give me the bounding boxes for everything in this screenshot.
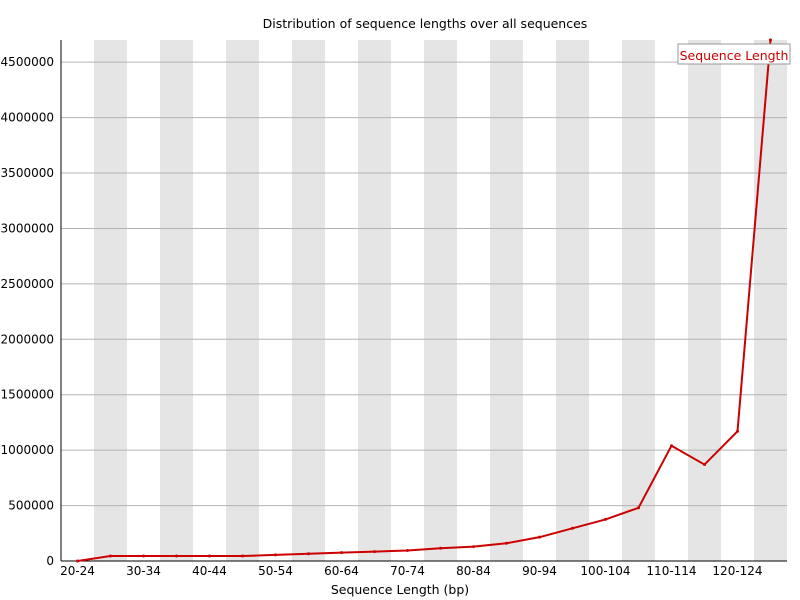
y-tick-label: 1000000 (1, 443, 54, 457)
series-line (77, 39, 772, 562)
x-tick-label: 80-84 (456, 564, 491, 578)
axes (60, 40, 787, 562)
y-tick-label: 3000000 (1, 221, 54, 235)
data-point (307, 552, 310, 556)
background-band (358, 40, 391, 561)
y-tick-label: 1500000 (1, 388, 54, 402)
x-tick-label: 20-24 (60, 564, 95, 578)
legend: Sequence Length (677, 43, 791, 65)
data-point (76, 559, 79, 563)
data-point (703, 463, 706, 467)
data-point (175, 554, 178, 558)
data-point (439, 546, 442, 550)
background-band (556, 40, 589, 561)
y-tick-label: 2000000 (1, 332, 54, 346)
x-axis-label: Sequence Length (bp) (330, 582, 470, 597)
legend-box (677, 43, 791, 65)
data-point (274, 553, 277, 557)
data-point (769, 38, 772, 42)
data-point (670, 444, 673, 448)
data-point (472, 545, 475, 549)
x-tick-label: 100-104 (580, 564, 630, 578)
x-tick-label: 60-64 (324, 564, 359, 578)
data-point (604, 517, 607, 521)
background-band (160, 40, 193, 561)
y-tick-label: 2500000 (1, 277, 54, 291)
background-band (94, 40, 127, 561)
chart-title: Distribution of sequence lengths over al… (262, 16, 588, 31)
background-band (622, 40, 655, 561)
y-tick-label: 0 (46, 554, 54, 568)
data-point (142, 554, 145, 558)
x-tick-label: 30-34 (126, 564, 161, 578)
x-tick-label: 70-74 (390, 564, 425, 578)
data-point (505, 541, 508, 545)
background-band (424, 40, 457, 561)
x-tick-label: 110-114 (646, 564, 696, 578)
data-point (373, 550, 376, 554)
x-tick-label: 50-54 (258, 564, 293, 578)
background-band (292, 40, 325, 561)
y-tick-label: 500000 (8, 499, 54, 513)
y-tick-label: 3500000 (1, 166, 54, 180)
x-tick-label: 120-124 (712, 564, 762, 578)
y-tick-label: 4000000 (1, 111, 54, 125)
data-point (637, 506, 640, 510)
background-band (688, 40, 721, 561)
data-point (538, 535, 541, 539)
y-tick-label: 4500000 (1, 55, 54, 69)
x-tick-label: 90-94 (522, 564, 557, 578)
gridlines (61, 61, 787, 507)
tick-labels: 0 500000 1000000 1500000 2000000 2500000 30000… (1, 55, 763, 578)
legend-entry: Sequence Length (680, 48, 789, 63)
data-point (571, 526, 574, 530)
x-tick-label: 40-44 (192, 564, 227, 578)
data-point (109, 554, 112, 558)
data-point (406, 548, 409, 552)
background-band (754, 40, 787, 561)
data-point (340, 551, 343, 555)
data-point (208, 554, 211, 558)
background-bands (94, 40, 787, 561)
series-lines (76, 38, 772, 563)
data-point (736, 429, 739, 433)
data-point (241, 554, 244, 558)
background-band (226, 40, 259, 561)
background-band (490, 40, 523, 561)
